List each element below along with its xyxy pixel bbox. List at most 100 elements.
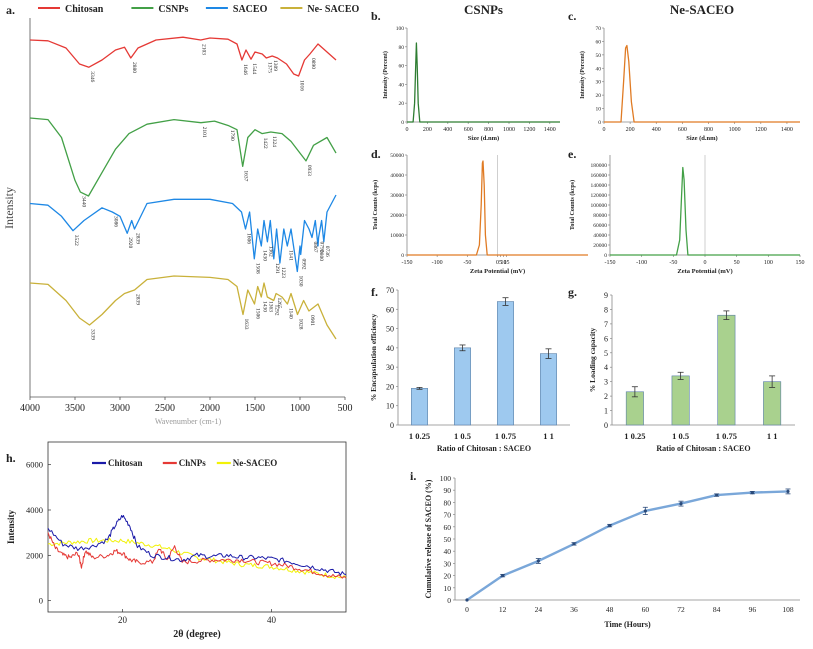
data-point-i xyxy=(643,509,647,513)
tick-label-y-i: 0 xyxy=(447,596,451,605)
tick-label-x-i: 108 xyxy=(782,605,794,614)
tick-label-a: 2000 xyxy=(200,403,220,414)
peak-label-a: 1375 xyxy=(266,62,272,73)
tick-label-y-f: 60 xyxy=(386,305,394,314)
peak-label-a: 1140 xyxy=(287,308,293,319)
peak-label-a: 1508 xyxy=(254,263,260,274)
peak-label-a: 0901 xyxy=(309,315,315,326)
peak-label-a: 0890 xyxy=(310,58,316,69)
peak-label-a: 0867 xyxy=(312,242,318,253)
tick-label-x-i: 0 xyxy=(465,605,469,614)
tick-label-y-c: 0 xyxy=(598,120,601,126)
tick-label-y-e: 60000 xyxy=(593,223,607,229)
tick-label-y-e: 140000 xyxy=(591,183,608,189)
tick-label-y-e: 100000 xyxy=(591,203,608,209)
tick-label-y-g: 9 xyxy=(604,291,608,300)
peak-label-a: 1291 xyxy=(274,263,280,274)
peak-label-a: 3086 xyxy=(112,216,118,227)
tick-label-y-e: 0 xyxy=(604,253,607,259)
panel-c: Ne-SACEO 0 200 400 600 800 1000 1200 1400 0 10 20 30… xyxy=(579,2,800,142)
bar-f xyxy=(411,388,428,426)
panel-label-c: c. xyxy=(568,9,576,23)
tick-label-y-i: 10 xyxy=(444,584,452,593)
tick-label-y-c: 30 xyxy=(596,80,602,86)
x-label-f: Ratio of Chitosan : SACEO xyxy=(437,444,531,453)
plot-frame-h xyxy=(47,441,347,613)
tick-label-y-i: 30 xyxy=(444,559,452,568)
tick-label-x-h: 20 xyxy=(118,615,128,625)
tick-label-y-g: 7 xyxy=(604,320,608,329)
peak-label-a: 1309 xyxy=(272,60,278,71)
tick-label-y-d: 30000 xyxy=(390,193,404,199)
tick-label-x-e: 100 xyxy=(764,260,773,266)
tick-label-x-i: 12 xyxy=(499,605,507,614)
tick-label-x-b: 1000 xyxy=(503,127,515,133)
tick-label-x-b: 600 xyxy=(464,127,473,133)
tick-label-y-b: 100 xyxy=(396,26,405,32)
data-point-i xyxy=(786,489,790,494)
tick-label-x-c: 600 xyxy=(678,127,687,133)
tick-label-y-f: 40 xyxy=(386,344,394,353)
category-label-f: 1 1 xyxy=(543,431,554,441)
tick-label-x-b: 200 xyxy=(423,127,432,133)
tick-label-y-g: 2 xyxy=(604,392,608,401)
tick-label-x-i: 96 xyxy=(749,605,757,614)
peak-label-a: 1422 xyxy=(262,138,268,149)
x-label-e: Zeta Potential (mV) xyxy=(677,268,732,275)
tick-label-a: 3000 xyxy=(110,403,130,414)
peak-label-a: 1141 xyxy=(287,250,293,261)
data-point-i xyxy=(608,523,612,528)
category-label-f: 1 0.5 xyxy=(454,431,471,441)
bar-g xyxy=(671,375,690,426)
peak-label-a: 0736 xyxy=(324,246,330,257)
tick-label-y-d: 20000 xyxy=(390,213,404,219)
tick-label-x-d: -150 xyxy=(402,260,413,266)
tick-label-y-i: 100 xyxy=(440,474,452,483)
tick-label-a: 2500 xyxy=(155,403,175,414)
tick-label-y-f: 70 xyxy=(386,286,394,295)
x-label-b: Size (d.nm) xyxy=(468,135,499,142)
panel-label-d: d. xyxy=(371,147,381,161)
data-point-i xyxy=(679,502,683,506)
y-label-c: Intensity (Percent) xyxy=(579,51,586,99)
peak-label-a: 1430 xyxy=(261,250,267,261)
peak-label-a: 3522 xyxy=(73,235,79,246)
xrd-line-ne-saceo xyxy=(47,537,347,580)
panel-label-h: h. xyxy=(6,451,16,465)
y-label-e: Total Counts (kcps) xyxy=(569,180,576,230)
peak-label-a: 1606 xyxy=(245,233,251,244)
x-label-c: Size (d.nm) xyxy=(686,135,717,142)
peak-label-a: 2839 xyxy=(134,233,140,244)
tick-label-x-b: 1400 xyxy=(544,127,556,133)
tick-label-y-d: 50000 xyxy=(390,153,404,159)
tick-label-x-e: 0 xyxy=(704,260,707,266)
tick-label-x-c: 0 xyxy=(603,127,606,133)
peak-label-a: 1544 xyxy=(251,63,257,74)
peak-label-a: 0992 xyxy=(301,259,307,270)
ftir-line-chitosan xyxy=(29,36,337,77)
tick-label-x-c: 1000 xyxy=(729,127,741,133)
tick-label-y-c: 60 xyxy=(596,39,602,45)
tick-label-x-d: 5 xyxy=(499,260,502,266)
panel-d: -150 -100 -50 0 5101501000020000300004000050… xyxy=(372,153,588,275)
peak-label-a: 1633 xyxy=(243,319,249,330)
x-label-h: 2θ (degree) xyxy=(173,629,221,640)
tick-label-x-b: 0 xyxy=(406,127,409,133)
x-label-a: Wavenumber (cm-1) xyxy=(155,417,222,426)
peak-label-a: 1223 xyxy=(280,267,286,278)
tick-label-y-f: 0 xyxy=(390,421,394,430)
tick-label-x-d: -100 xyxy=(432,260,443,266)
panel-label-f: f. xyxy=(371,285,378,299)
tick-label-x-d: 15 xyxy=(504,260,510,266)
xrd-line-chitosan xyxy=(47,515,347,576)
ftir-line-saceo xyxy=(29,194,337,273)
tick-label-y-f: 20 xyxy=(386,382,394,391)
y-label-b: Intensity (Percent) xyxy=(382,51,389,99)
peak-label-a: 1363 xyxy=(267,301,273,312)
tick-label-y-f: 10 xyxy=(386,402,394,411)
data-point-i xyxy=(536,559,540,563)
tick-label-a: 3500 xyxy=(65,403,85,414)
tick-label-y-i: 90 xyxy=(444,486,452,495)
peak-label-a: 3346 xyxy=(89,71,95,82)
tick-label-y-e: 40000 xyxy=(593,233,607,239)
